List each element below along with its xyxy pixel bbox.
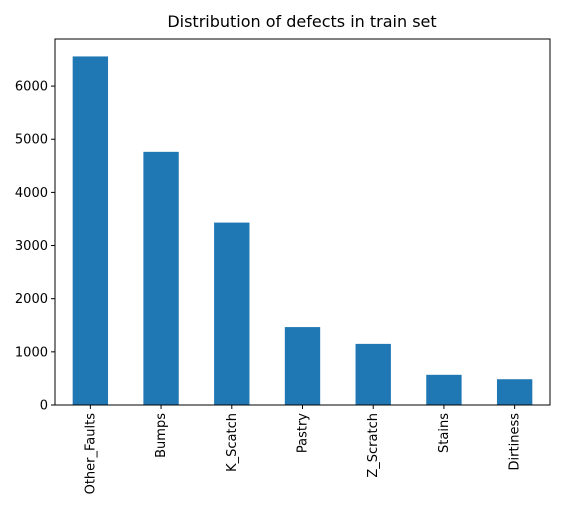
bar-other-faults [72,56,109,406]
chart-title: Distribution of defects in train set [167,12,436,31]
x-tick-label: Bumps [154,413,169,458]
y-tick-label: 2000 [15,292,48,307]
y-tick-label: 5000 [15,133,48,148]
y-tick-label: 0 [40,399,48,414]
y-tick-label: 4000 [15,186,48,201]
bar-dirtiness [496,379,533,405]
x-tick-label: Stains [437,413,452,453]
bars-group [72,56,533,406]
y-tick-label: 1000 [15,345,48,360]
x-tick-label: Z_Scratch [366,413,381,478]
bar-pastry [284,327,321,405]
bar-bumps [143,151,179,405]
y-axis: 0 1000 2000 3000 4000 5000 6000 [15,80,55,414]
x-tick-label: Other_Faults [83,413,98,495]
plot-frame [54,38,551,406]
bar-stains [426,374,462,405]
x-tick-label: K_Scatch [225,413,240,472]
bar-k-scatch [214,222,250,405]
y-tick-label: 3000 [15,239,48,254]
y-tick-label: 6000 [15,80,48,95]
x-tick-label: Dirtiness [508,413,523,471]
bar-z-scratch [355,343,391,405]
x-tick-label: Pastry [296,413,311,453]
x-axis: Other_Faults Bumps K_Scatch Pastry Z_Scratch… [83,405,523,495]
